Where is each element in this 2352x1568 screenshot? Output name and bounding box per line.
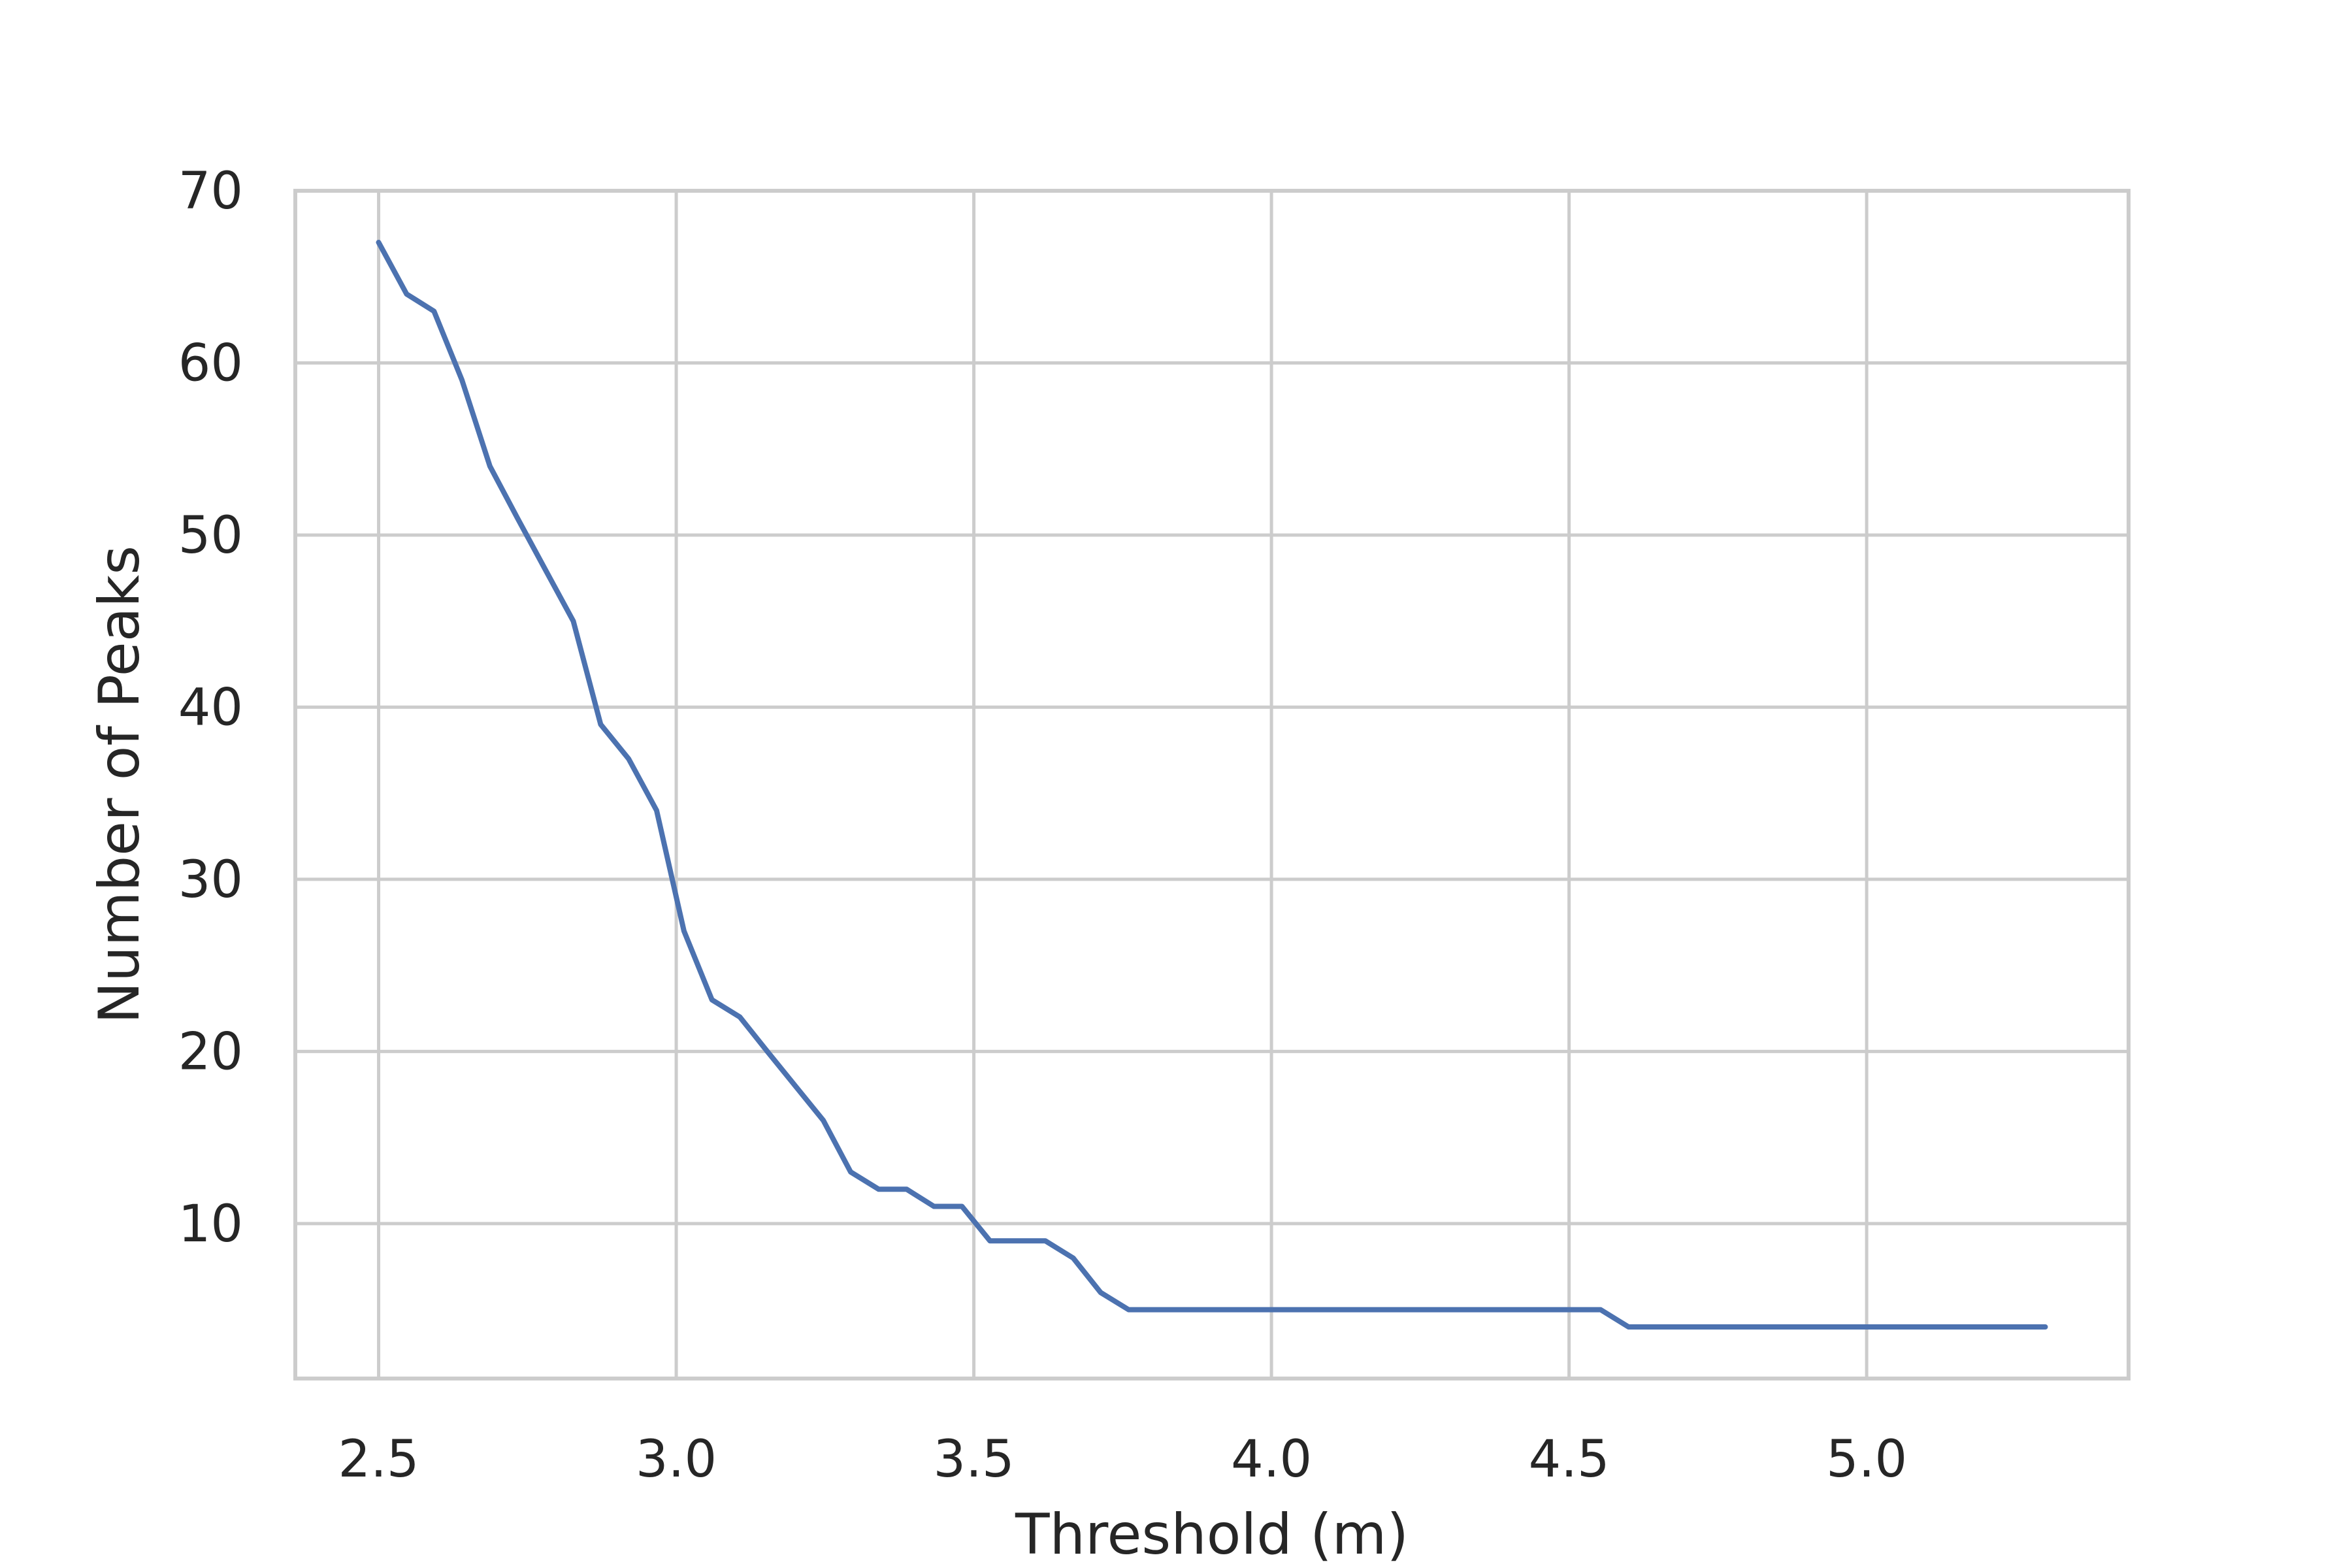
y-tick-label: 70: [178, 162, 243, 221]
x-tick-labels: 2.5 3.0 3.5 4.0 4.5 5.0: [338, 1430, 1908, 1489]
x-axis-title: Threshold (m): [1015, 1502, 1409, 1567]
y-tick-label: 20: [178, 1022, 243, 1081]
y-tick-labels: 10 20 30 40 50 60 70: [178, 162, 243, 1254]
y-axis-title: Number of Peaks: [87, 546, 152, 1024]
plot-area-frame: [293, 189, 2131, 1380]
x-tick-label: 4.0: [1231, 1430, 1312, 1489]
x-tick-label: 2.5: [338, 1430, 419, 1489]
y-tick-label: 30: [178, 851, 243, 909]
y-tick-label: 50: [178, 506, 243, 565]
x-tick-label: 3.5: [934, 1430, 1015, 1489]
series-layer: [376, 240, 2048, 1330]
x-tick-label: 5.0: [1826, 1430, 1907, 1489]
series-line: [376, 240, 2048, 1330]
x-tick-label: 4.5: [1529, 1430, 1610, 1489]
x-tick-label: 3.0: [636, 1430, 717, 1489]
y-tick-label: 40: [178, 678, 243, 737]
y-tick-label: 10: [178, 1195, 243, 1254]
y-tick-label: 60: [178, 334, 243, 393]
